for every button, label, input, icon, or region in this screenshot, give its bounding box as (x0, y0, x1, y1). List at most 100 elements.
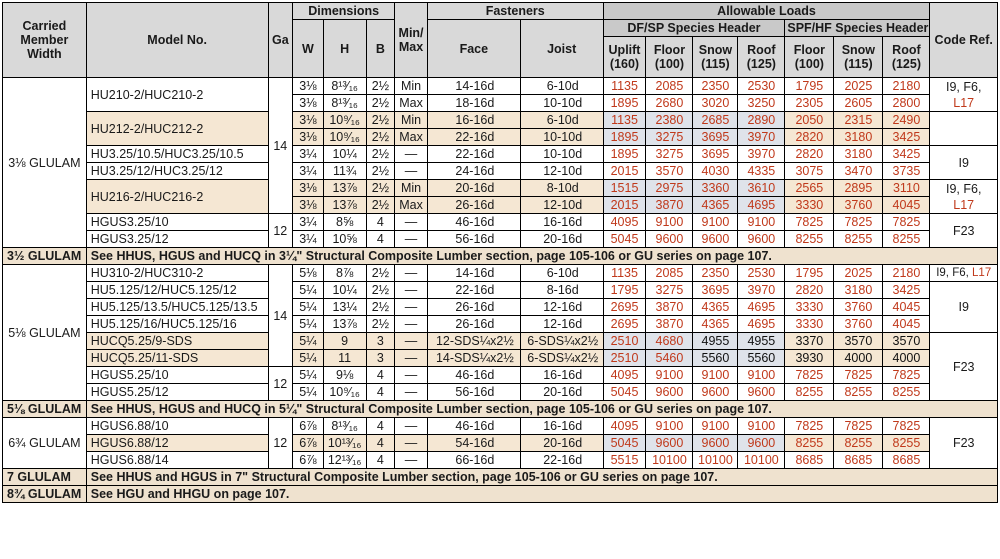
snow-cell: 9600 (692, 383, 739, 401)
face-cell: 14-16d (426, 264, 521, 282)
roof-cell: 2530 (737, 264, 786, 282)
face-cell: 46-16d (426, 213, 521, 231)
header-joist: Joist (519, 19, 604, 78)
face-cell: 56-16d (426, 383, 521, 401)
model-no: HUCQ5.25/11-SDS (85, 349, 269, 367)
code-ref: I9, F6, L17 (929, 179, 998, 214)
roof-spf-cell: 3425 (882, 145, 931, 163)
floor-spf-cell: 8685 (784, 451, 835, 469)
floor-cell: 9600 (645, 230, 694, 248)
roof-cell: 9100 (737, 366, 786, 384)
joist-cell: 12-16d (519, 298, 604, 316)
code-ref: I9, F6, L17 (929, 264, 998, 282)
snow-spf-cell: 3760 (833, 315, 884, 333)
face-cell: 14-SDS¼x2½ (426, 349, 521, 367)
table-row: HGUS6.88/14 6⅞ 12¹³⁄₁₆ 4—66-16d 22-16d 5515 10… (3, 451, 998, 469)
face-cell: 26-16d (426, 315, 521, 333)
floor-cell: 3870 (645, 298, 694, 316)
w-cell: 3⅛ (292, 179, 324, 197)
w-cell: 5¼ (292, 383, 324, 401)
w-cell: 3¼ (292, 145, 324, 163)
joist-cell: 8-16d (519, 281, 604, 299)
floor-spf-cell: 2050 (784, 111, 835, 129)
snow-spf-cell: 3570 (833, 332, 884, 350)
snow-cell: 9600 (692, 434, 739, 452)
uplift-cell: 5045 (602, 230, 647, 248)
roof-cell: 4695 (737, 196, 786, 214)
roof-spf-cell: 2180 (882, 264, 931, 282)
roof-cell: 3610 (737, 179, 786, 197)
floor-spf-cell: 1795 (784, 77, 835, 95)
uplift-cell: 4095 (602, 213, 647, 231)
model-no: HGUS6.88/10 (85, 417, 269, 435)
model-no: HU5.125/12/HUC5.125/12 (85, 281, 269, 299)
uplift-cell: 1135 (602, 264, 647, 282)
joist-cell: 10-10d (519, 128, 604, 146)
note-row: 8¾ GLULAM See HGU and HHGU on page 107. (2, 485, 999, 503)
uplift-cell: 1895 (602, 145, 647, 163)
roof-spf-cell: 8255 (882, 383, 931, 401)
snow-spf-cell: 8255 (833, 383, 884, 401)
note-width: 3½ GLULAM (2, 247, 87, 265)
h-cell: 13⅞ (322, 315, 367, 333)
note-width: 5⅛ GLULAM (2, 400, 87, 418)
snow-cell: 5560 (692, 349, 739, 367)
floor-cell: 3870 (645, 196, 694, 214)
joist-cell: 20-16d (519, 230, 604, 248)
roof-cell: 10100 (737, 451, 786, 469)
roof-spf-cell: 2180 (882, 77, 931, 95)
note-width: 8¾ GLULAM (2, 485, 87, 503)
model-no: HU5.125/16/HUC5.125/16 (85, 315, 269, 333)
h-cell: 12¹³⁄₁₆ (322, 451, 367, 469)
snow-spf-cell: 2025 (833, 264, 884, 282)
model-no: HU210-2/HUC210-2 (85, 77, 269, 112)
floor-spf-cell: 2820 (784, 128, 835, 146)
note-row: 5⅛ GLULAM See HHUS, HGUS and HUCQ in 5¼" … (2, 400, 999, 418)
table-row: 3⅛ 13⅞ 2½ Max 26-16d 12-10d 2015 3870 4365 4695 33… (3, 196, 998, 214)
snow-cell: 4365 (692, 315, 739, 333)
model-no: HGUS3.25/10 (85, 213, 269, 231)
h-cell: 13⅞ (322, 179, 367, 197)
code-ref-text: I9, F6, (946, 181, 982, 196)
table-row: 3⅛ 10⁹⁄₁₆ 2½ Max 22-16d 10-10d 1895 3275 3695 397… (3, 128, 998, 146)
model-no: HGUS5.25/10 (85, 366, 269, 384)
minmax-cell: — (394, 383, 428, 401)
face-cell: 22-16d (426, 128, 521, 146)
minmax-cell: Max (394, 94, 428, 112)
w-cell: 5¼ (292, 366, 324, 384)
header-code-ref: Code Ref. (929, 2, 998, 78)
b-cell: 4 (365, 366, 396, 384)
snow-spf-cell: 8255 (833, 434, 884, 452)
minmax-cell: — (394, 434, 428, 452)
roof-cell: 2890 (737, 111, 786, 129)
roof-spf-cell: 8255 (882, 434, 931, 452)
table-row: HU3.25/10.5/HUC3.25/10.5 3¼ 10¼ 2½ —22-16d 10… (3, 145, 998, 180)
b-cell: 4 (365, 213, 396, 231)
table-row: HGUS3.25/12 3¼ 10⅝ 4—56-16d 20-16d 5045 9600 96… (3, 230, 998, 248)
roof-cell: 3250 (737, 94, 786, 112)
model-no: HGUS6.88/12 (85, 434, 269, 452)
face-cell: 26-16d (426, 196, 521, 214)
note-text: See HHUS, HGUS and HUCQ in 3¼" Structura… (85, 247, 999, 265)
w-cell: 3¼ (292, 162, 324, 180)
minmax-cell: — (394, 298, 428, 316)
model-no: HUCQ5.25/9-SDS (85, 332, 269, 350)
snow-cell: 4365 (692, 196, 739, 214)
snow-spf-cell: 2315 (833, 111, 884, 129)
carried-member-width: 5⅛ GLULAM (2, 264, 87, 401)
header-snow-spf: Snow (115) (833, 36, 884, 78)
allowable-loads-table: Carried Member Width Model No. Ga Dimens… (2, 2, 999, 503)
snow-spf-cell: 4000 (833, 349, 884, 367)
b-cell: 2½ (365, 77, 396, 95)
table-row: HU5.125/13.5/HUC5.125/13.5 5¼ 13¼ 2½ —26-16d… (3, 298, 998, 316)
w-cell: 3¼ (292, 213, 324, 231)
minmax-cell: Min (394, 111, 428, 129)
table-row: HU5.125/12/HUC5.125/12 5¼ 10¼ 2½ —22-16d 8-16… (3, 281, 998, 333)
roof-spf-cell: 4000 (882, 349, 931, 367)
roof-cell: 4335 (737, 162, 786, 180)
header-floor-spf: Floor (100) (784, 36, 835, 78)
code-ref: I9 (929, 145, 998, 180)
minmax-cell: — (394, 451, 428, 469)
code-ref-text: F23 (952, 436, 975, 450)
w-cell: 5⅛ (292, 264, 324, 282)
